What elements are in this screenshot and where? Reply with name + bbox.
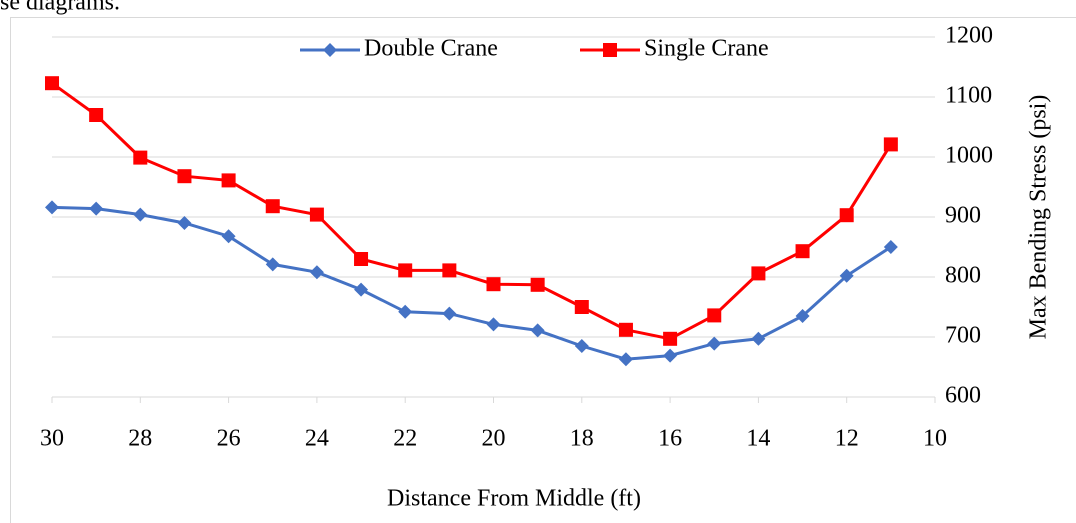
marker <box>89 201 104 216</box>
legend-label: Double Crane <box>364 36 498 62</box>
marker <box>265 257 280 272</box>
marker <box>663 348 678 363</box>
x-tick-label: 30 <box>40 426 64 452</box>
y-tick-label: 700 <box>945 323 981 349</box>
marker <box>442 263 457 278</box>
top-text: se diagrams. <box>0 0 120 16</box>
marker <box>45 200 59 215</box>
marker <box>795 244 810 259</box>
x-tick-label: 24 <box>305 426 329 452</box>
x-tick-label: 14 <box>746 426 770 452</box>
marker <box>751 266 766 281</box>
marker <box>530 323 545 338</box>
marker <box>133 207 148 222</box>
y-tick-label: 1000 <box>945 143 993 169</box>
marker <box>707 308 722 323</box>
marker <box>177 216 192 230</box>
x-tick-label: 16 <box>658 426 682 452</box>
marker <box>574 339 589 353</box>
marker <box>603 43 617 57</box>
marker <box>839 208 854 223</box>
marker <box>442 306 457 321</box>
marker <box>398 263 413 278</box>
x-tick-label: 28 <box>128 426 152 452</box>
x-tick-label: 10 <box>923 426 947 452</box>
series-line <box>51 205 892 361</box>
marker <box>354 252 369 266</box>
marker <box>618 322 633 337</box>
marker <box>309 265 324 280</box>
marker <box>795 309 810 323</box>
marker <box>89 108 104 122</box>
marker <box>221 173 236 188</box>
legend-label: Single Crane <box>644 36 769 62</box>
marker <box>177 169 192 184</box>
marker <box>618 352 633 367</box>
x-tick-label: 20 <box>482 426 506 452</box>
marker <box>530 277 545 292</box>
y-tick-label: 800 <box>945 263 981 289</box>
y-tick-label: 600 <box>945 383 981 409</box>
x-axis-label: Distance From Middle (ft) <box>387 486 641 512</box>
x-tick-label: 26 <box>217 426 241 452</box>
marker <box>707 336 722 351</box>
y-tick-label: 1200 <box>945 23 993 49</box>
marker <box>751 331 766 346</box>
marker <box>133 150 148 165</box>
marker <box>323 43 337 57</box>
marker <box>45 76 59 91</box>
x-tick-label: 18 <box>570 426 594 452</box>
x-tick-label: 22 <box>393 426 417 452</box>
marker <box>486 277 501 292</box>
marker <box>883 137 898 152</box>
marker <box>883 240 898 254</box>
y-axis-label: Max Bending Stress (psi) <box>1026 95 1052 340</box>
marker <box>221 229 236 244</box>
marker <box>398 304 413 319</box>
marker <box>486 317 501 332</box>
chart-frame <box>10 17 1076 523</box>
marker <box>839 268 854 283</box>
marker <box>663 331 678 346</box>
y-tick-label: 900 <box>945 203 981 229</box>
series-line <box>51 81 893 341</box>
marker <box>574 300 589 314</box>
x-tick-label: 12 <box>835 426 859 452</box>
y-tick-label: 1100 <box>945 83 992 109</box>
marker <box>354 282 369 297</box>
marker <box>265 199 280 214</box>
marker <box>309 207 324 222</box>
